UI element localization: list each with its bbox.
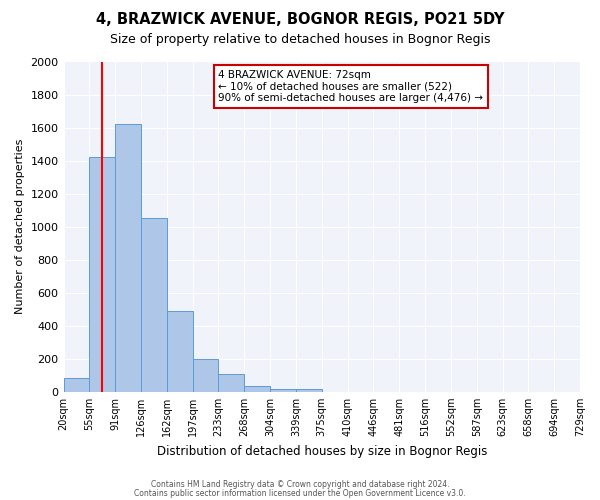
Bar — [89, 158, 115, 392]
Text: Contains HM Land Registry data © Crown copyright and database right 2024.: Contains HM Land Registry data © Crown c… — [151, 480, 449, 489]
Bar — [244, 386, 270, 392]
Bar — [141, 218, 167, 392]
Bar — [193, 359, 218, 392]
Bar — [270, 388, 296, 392]
Text: Contains public sector information licensed under the Open Government Licence v3: Contains public sector information licen… — [134, 488, 466, 498]
Text: 4 BRAZWICK AVENUE: 72sqm
← 10% of detached houses are smaller (522)
90% of semi-: 4 BRAZWICK AVENUE: 72sqm ← 10% of detach… — [218, 70, 484, 103]
Y-axis label: Number of detached properties: Number of detached properties — [15, 139, 25, 314]
X-axis label: Distribution of detached houses by size in Bognor Regis: Distribution of detached houses by size … — [157, 444, 487, 458]
Text: 4, BRAZWICK AVENUE, BOGNOR REGIS, PO21 5DY: 4, BRAZWICK AVENUE, BOGNOR REGIS, PO21 5… — [96, 12, 504, 28]
Bar — [64, 378, 89, 392]
Bar — [115, 124, 141, 392]
Bar — [218, 374, 244, 392]
Bar — [296, 388, 322, 392]
Text: Size of property relative to detached houses in Bognor Regis: Size of property relative to detached ho… — [110, 32, 490, 46]
Bar — [167, 311, 193, 392]
